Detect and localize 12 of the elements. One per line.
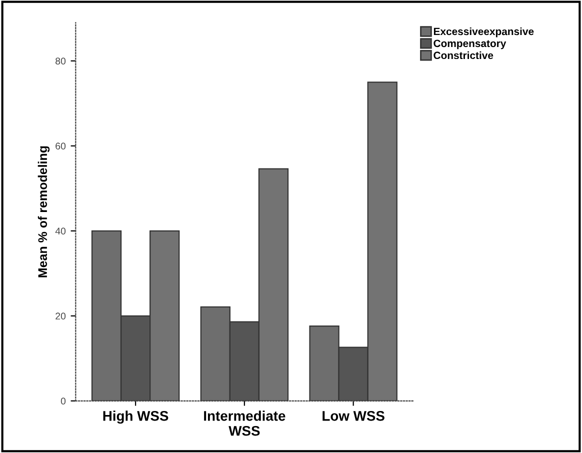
x-tick-label: Low WSS (322, 410, 384, 421)
y-tick-label: 80 (56, 58, 66, 65)
legend-label: Constrictive (434, 51, 494, 60)
y-tick-label: 20 (56, 312, 66, 320)
legend-label: Excessiveexpansive (434, 27, 534, 38)
y-tick-label: 60 (56, 142, 66, 150)
x-tick-label: High WSS (103, 410, 168, 424)
y-axis-title: Mean % of remodeling (38, 146, 50, 278)
y-tick-label: 40 (55, 228, 66, 235)
y-tick-label: 0 (60, 398, 66, 405)
legend-label: Compensatory (434, 40, 506, 50)
x-tick-label: Intermediate WSS (204, 410, 286, 436)
